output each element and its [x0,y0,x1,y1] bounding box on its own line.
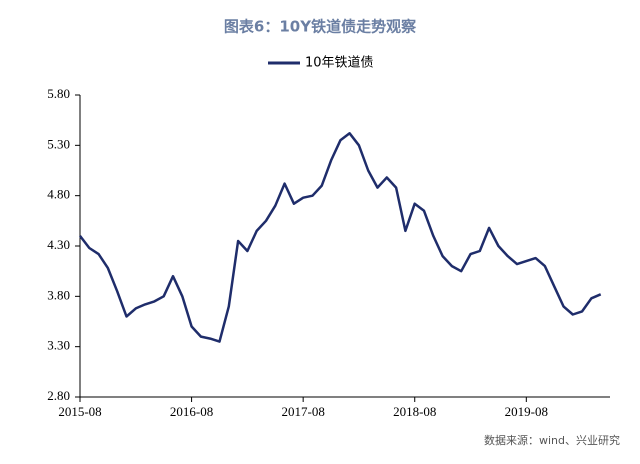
y-tick-label: 5.80 [47,86,70,101]
y-tick-label: 4.80 [47,187,70,202]
series-line [79,132,602,343]
x-tick-label: 2015-08 [58,404,101,419]
x-tick-label: 2017-08 [281,404,324,419]
source-note: 数据来源：wind、兴业研究 [484,433,620,447]
x-tick-label: 2016-08 [170,404,213,419]
x-tick-label: 2019-08 [505,404,548,419]
y-tick-label: 5.30 [47,136,70,151]
y-tick-label: 3.30 [47,338,70,353]
y-tick-label: 2.80 [47,388,70,403]
chart-title: 图表6：10Y铁道债走势观察 [224,18,417,36]
x-tick-label: 2018-08 [393,404,436,419]
legend-label: 10年铁道债 [305,56,374,71]
y-tick-label: 3.80 [47,287,70,302]
y-tick-label: 4.30 [47,237,70,252]
